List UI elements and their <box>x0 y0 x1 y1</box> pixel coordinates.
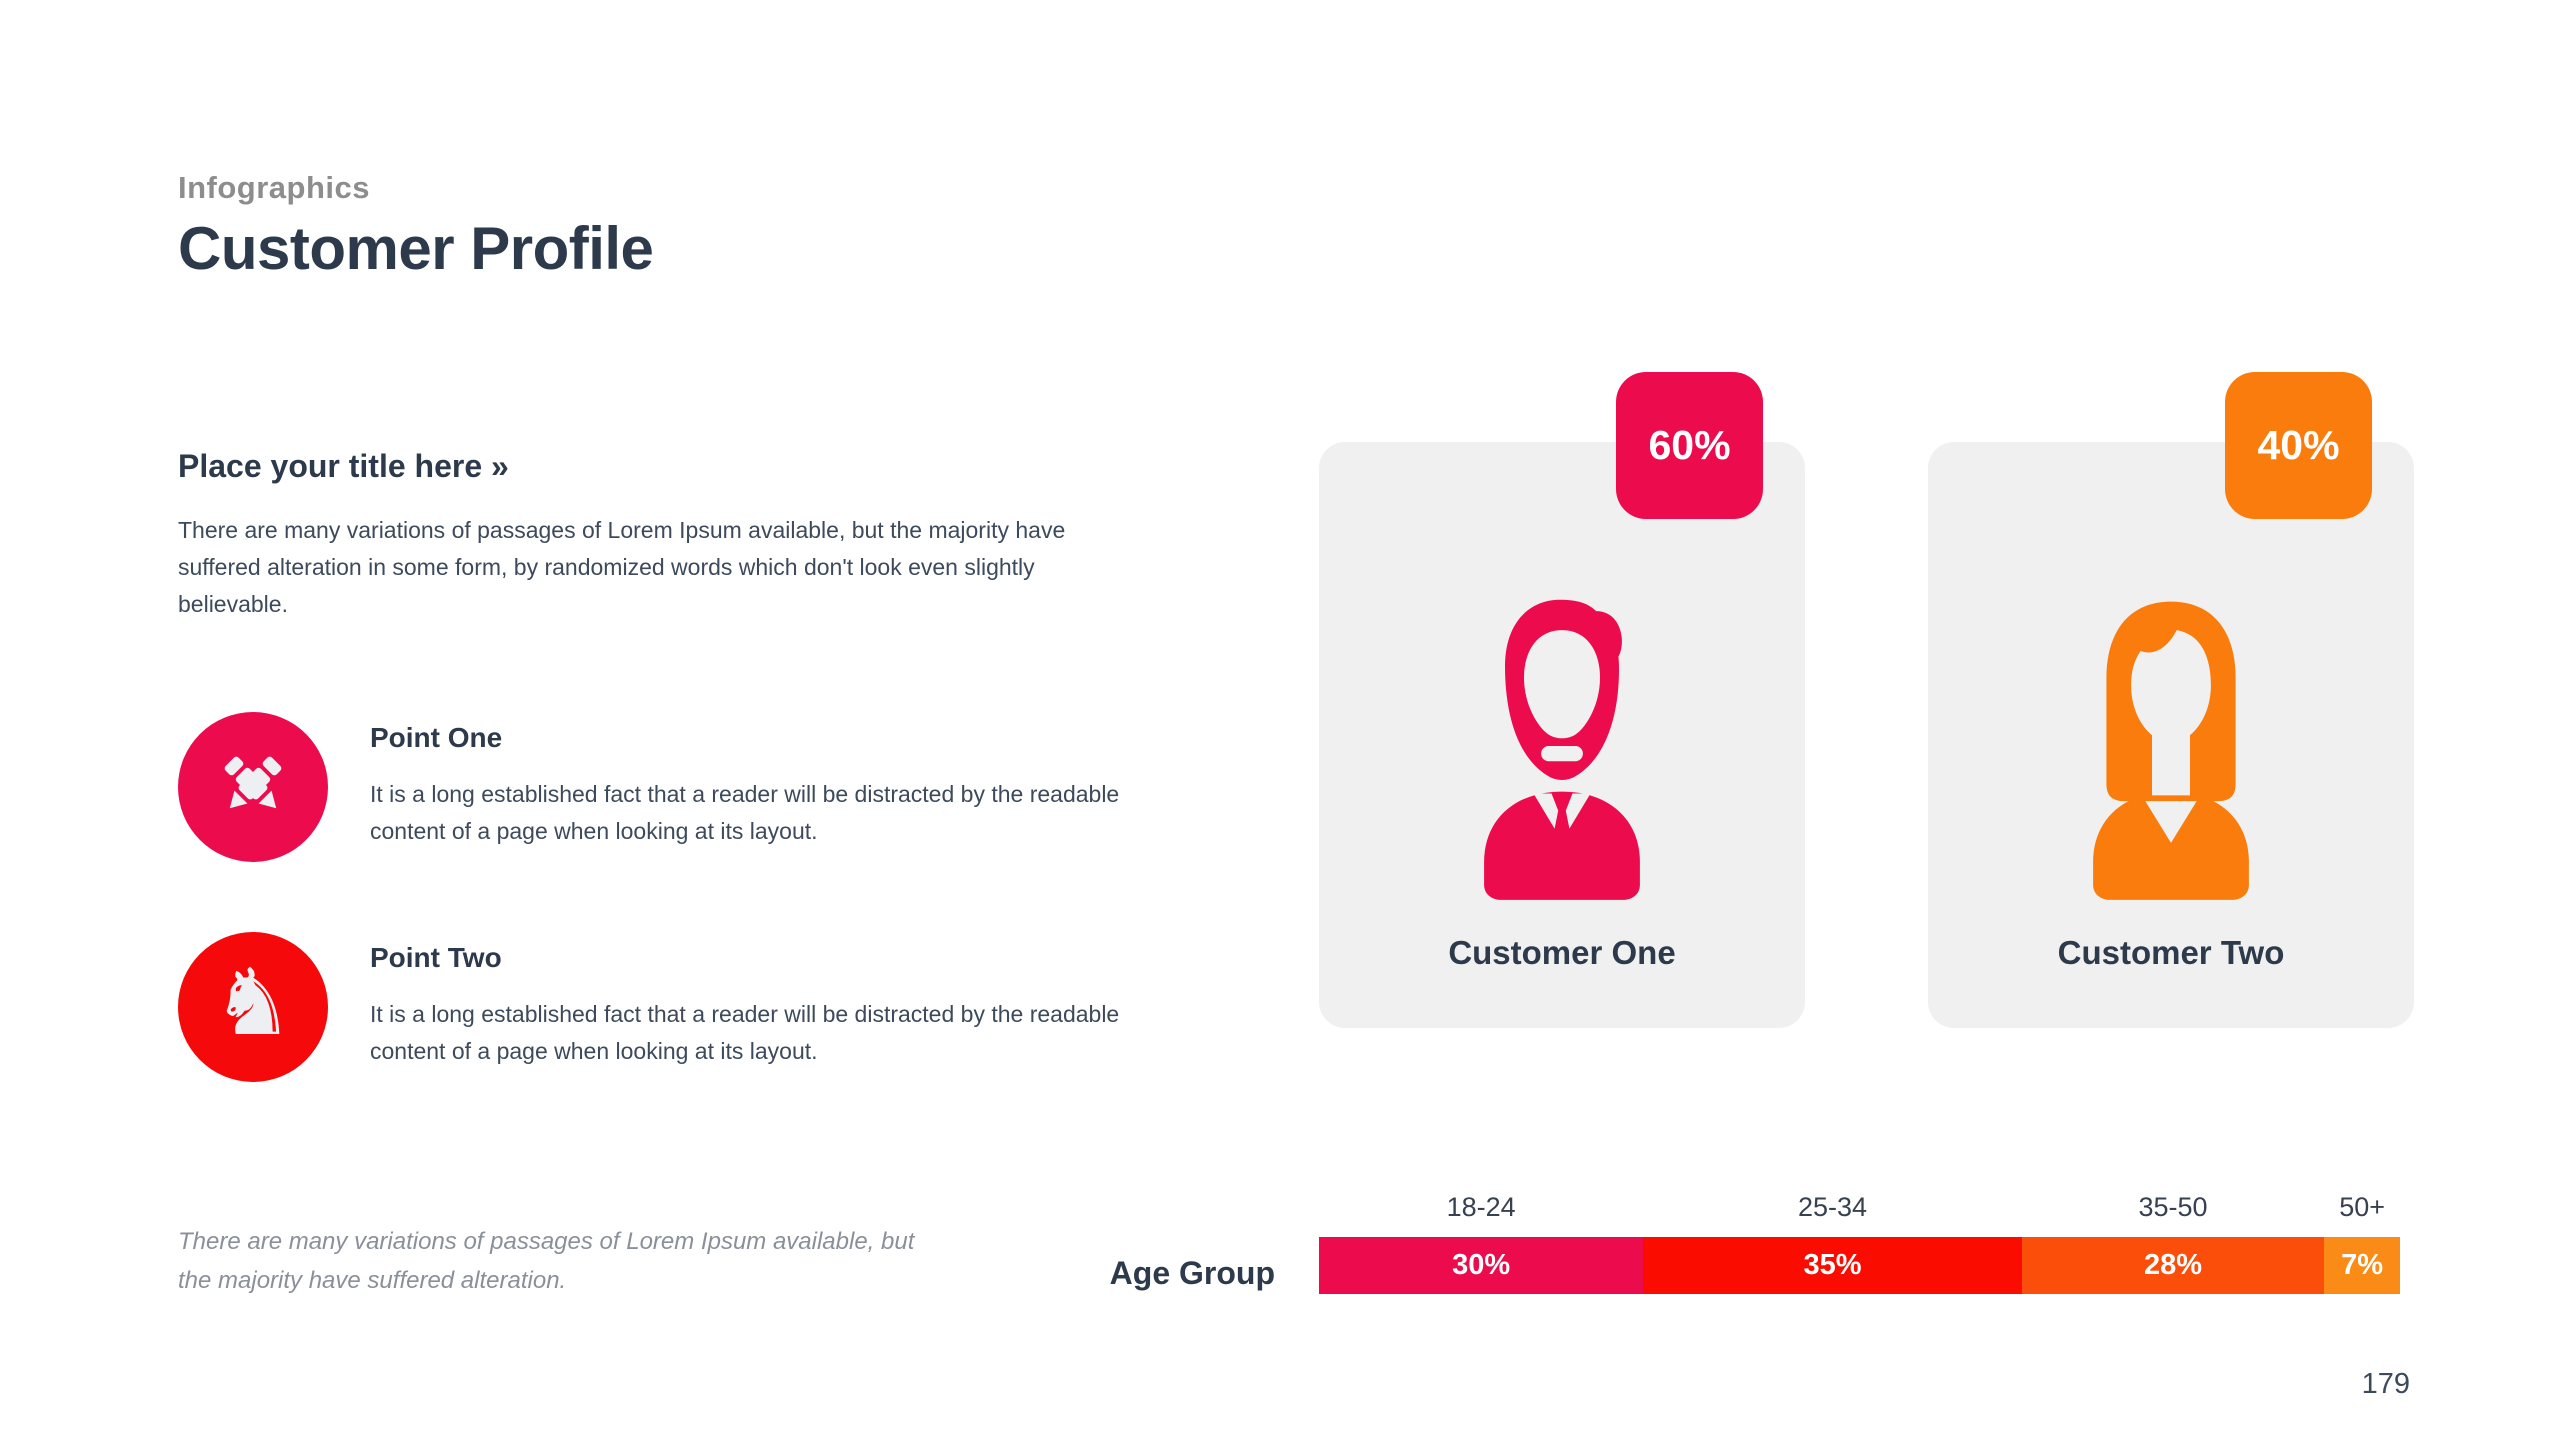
male-customer-icon <box>1448 590 1676 902</box>
page-title: Customer Profile <box>178 215 654 282</box>
tick-50-plus: 50+ <box>2339 1192 2386 1222</box>
point-body: It is a long established fact that a rea… <box>370 1001 1120 1064</box>
segment-value: 28% <box>2143 1249 2202 1281</box>
customer-name: Customer Two <box>2057 934 2285 971</box>
segment-value: 7% <box>2341 1249 2384 1281</box>
point-two-row: ♞ Point Two It is a long established fac… <box>178 932 1150 1082</box>
bar-segment-50-plus: 7% <box>2324 1237 2400 1294</box>
age-group-bar: 30% 35% 28% 7% <box>1319 1237 2400 1294</box>
footnote: There are many variations of passages of… <box>178 1228 915 1294</box>
point-body: It is a long established fact that a rea… <box>370 781 1120 844</box>
customer-one-card: 60% Customer One <box>1319 372 1805 1028</box>
share-value: 60% <box>1648 422 1731 468</box>
age-group-ticks: 18-24 25-34 35-50 50+ <box>1319 1192 2400 1223</box>
chess-knight-icon: ♞ <box>211 949 295 1056</box>
point-title: Point Two <box>370 942 502 973</box>
point-two-text: Point Two It is a long established fact … <box>370 932 1150 1070</box>
customer-two-share-badge: 40% <box>2225 372 2372 519</box>
female-customer-icon <box>2057 590 2285 902</box>
header: Infographics Customer Profile <box>178 170 654 283</box>
crossed-pencils-icon <box>211 743 295 832</box>
customer-one-share-badge: 60% <box>1616 372 1763 519</box>
segment-value: 30% <box>1452 1249 1511 1281</box>
customer-two-card: 40% Customer Two <box>1928 372 2414 1028</box>
share-value: 40% <box>2257 422 2340 468</box>
section-title: Place your title here » <box>178 448 509 484</box>
bar-segment-25-34: 35% <box>1643 1237 2022 1294</box>
point-two-badge: ♞ <box>178 932 328 1082</box>
tick-18-24: 18-24 <box>1446 1192 1516 1222</box>
customer-name: Customer One <box>1448 934 1676 971</box>
intro-paragraph: There are many variations of passages of… <box>178 517 1066 617</box>
point-one-badge <box>178 712 328 862</box>
point-title: Point One <box>370 722 503 753</box>
page-number: 179 <box>2361 1368 2410 1400</box>
point-one-row: Point One It is a long established fact … <box>178 712 1150 862</box>
bar-segment-35-50: 28% <box>2021 1237 2325 1294</box>
tick-35-50: 35-50 <box>2138 1192 2208 1222</box>
bar-segment-18-24: 30% <box>1319 1237 1644 1294</box>
segment-value: 35% <box>1803 1249 1862 1281</box>
eyebrow-label: Infographics <box>178 170 371 205</box>
age-group-axis-label: Age Group <box>1109 1255 1275 1291</box>
tick-25-34: 25-34 <box>1797 1192 1867 1222</box>
point-one-text: Point One It is a long established fact … <box>370 712 1150 850</box>
age-group-chart: 18-24 25-34 35-50 50+ 30% 35% 28% 7% <box>1319 1192 2400 1294</box>
